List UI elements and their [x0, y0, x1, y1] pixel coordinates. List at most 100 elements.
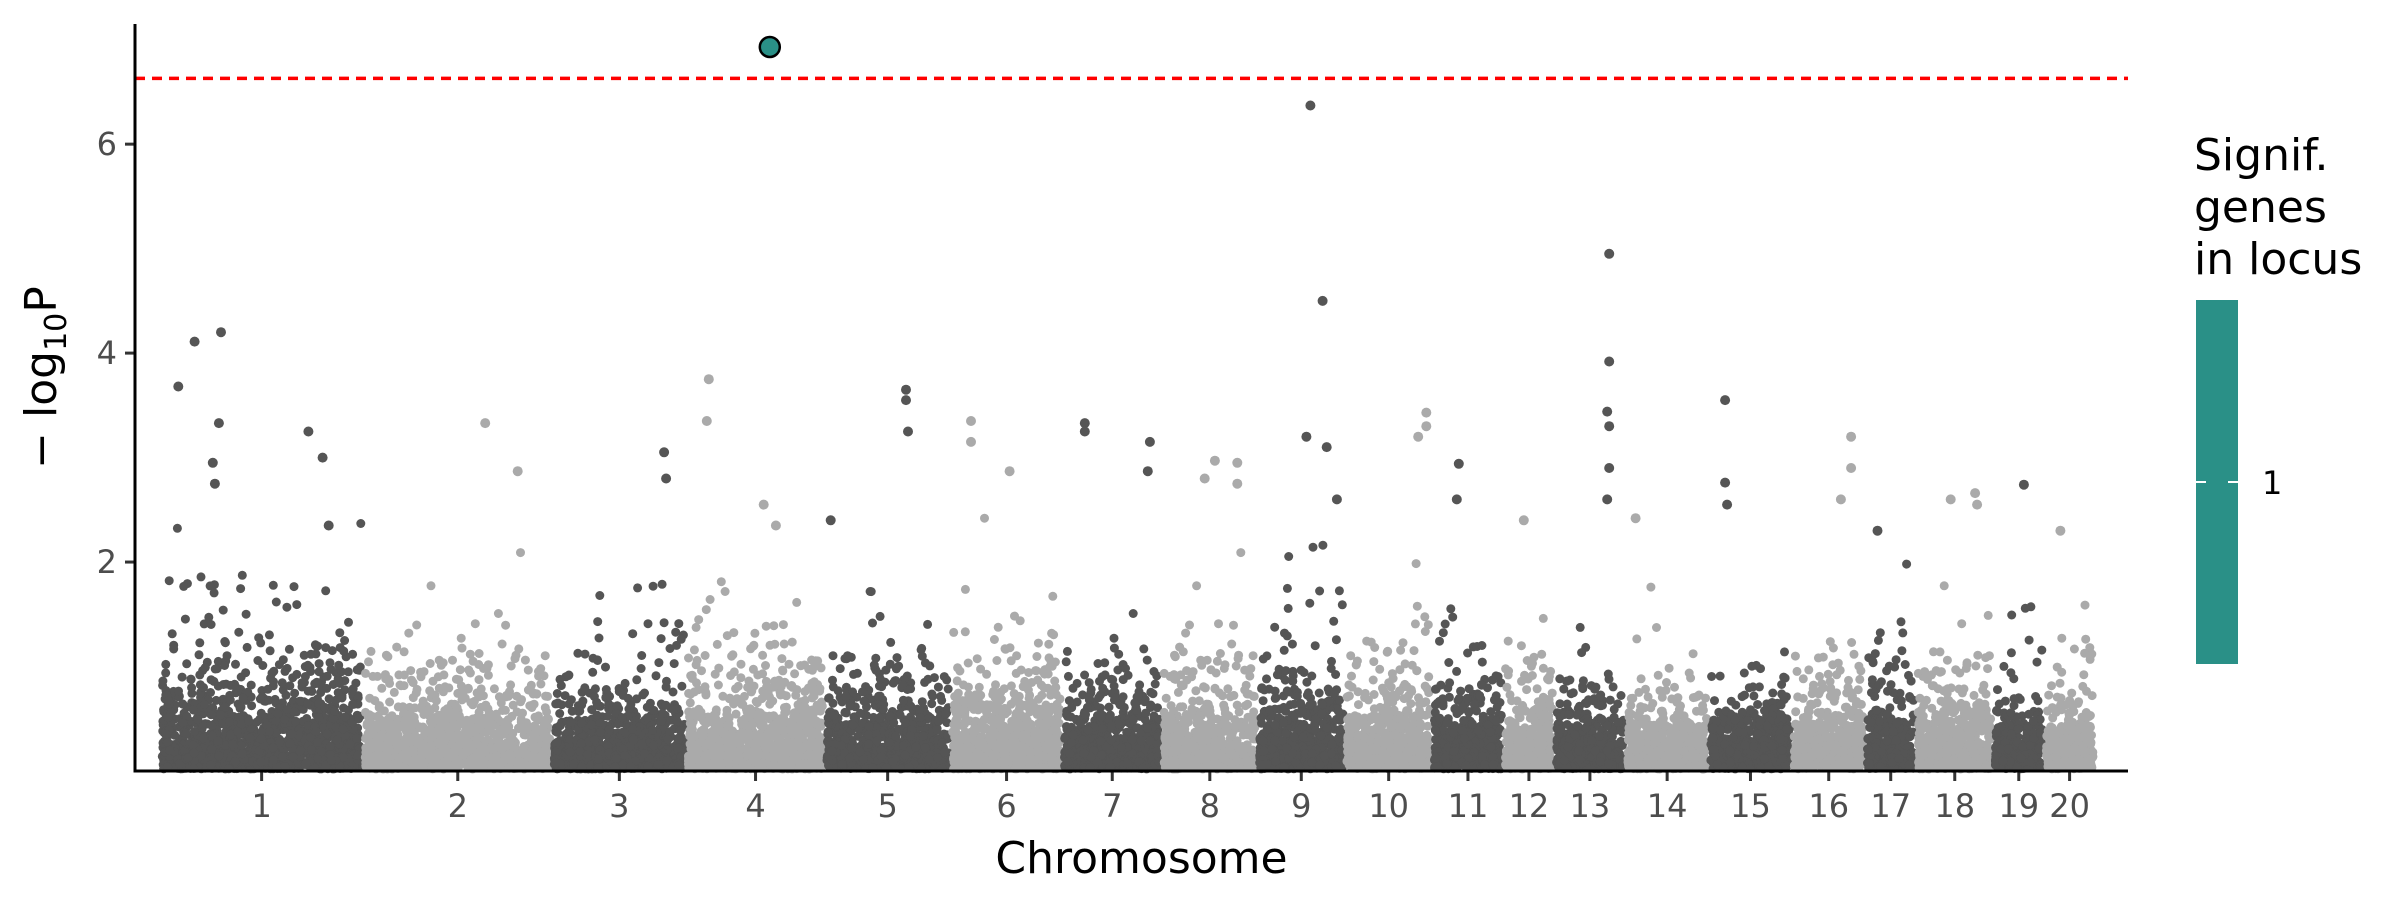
data-point — [628, 735, 638, 745]
data-point — [592, 697, 602, 707]
data-point — [790, 669, 800, 679]
data-point — [334, 660, 344, 670]
data-point — [512, 691, 522, 701]
data-point — [673, 743, 683, 753]
data-point — [307, 745, 316, 755]
data-point — [447, 752, 457, 762]
data-point — [289, 582, 299, 592]
data-point — [696, 712, 706, 722]
data-point — [765, 734, 775, 744]
data-point — [727, 750, 737, 760]
data-point — [565, 747, 575, 757]
data-point — [590, 684, 600, 694]
data-point — [792, 597, 802, 607]
data-point — [493, 609, 503, 618]
data-point — [372, 671, 382, 681]
data-point — [237, 570, 247, 580]
data-point — [278, 685, 288, 695]
data-point — [620, 678, 630, 688]
data-point — [454, 675, 464, 685]
data-point — [365, 739, 375, 748]
data-point — [516, 548, 525, 558]
data-point — [778, 666, 788, 676]
data-point — [620, 750, 630, 760]
data-point — [238, 693, 248, 703]
data-point — [593, 617, 603, 627]
data-point — [532, 689, 542, 699]
data-point — [254, 633, 264, 643]
chromosome-3-points — [549, 579, 689, 774]
data-point — [618, 760, 628, 770]
data-point — [779, 639, 789, 649]
data-point — [657, 579, 667, 589]
data-point — [758, 759, 768, 769]
data-point — [892, 653, 902, 663]
data-point — [158, 676, 168, 686]
data-point — [161, 659, 171, 669]
data-point — [577, 700, 587, 710]
data-point — [518, 760, 528, 770]
data-point — [752, 698, 762, 708]
data-point — [628, 724, 637, 734]
data-point — [452, 703, 462, 713]
data-point — [586, 720, 596, 730]
data-point — [433, 738, 443, 748]
data-point — [322, 729, 332, 739]
data-point — [637, 651, 647, 660]
data-point — [736, 659, 746, 669]
data-point — [605, 691, 615, 701]
data-point — [290, 688, 300, 698]
data-point — [394, 670, 404, 680]
data-point — [256, 757, 266, 767]
data-point — [648, 725, 657, 735]
data-point — [468, 656, 478, 666]
data-point — [274, 660, 284, 670]
data-point — [292, 600, 302, 610]
data-point — [252, 717, 262, 727]
data-point — [694, 615, 704, 625]
data-point — [460, 693, 470, 703]
data-point — [434, 655, 444, 665]
data-point — [218, 605, 228, 615]
data-point — [172, 523, 182, 533]
data-point — [468, 759, 477, 769]
data-point — [199, 700, 209, 709]
data-point — [628, 629, 638, 639]
data-point — [366, 646, 376, 656]
data-point — [247, 701, 257, 711]
data-point — [636, 664, 646, 673]
data-point — [481, 700, 491, 710]
data-point — [701, 740, 711, 750]
data-point — [594, 633, 604, 643]
data-point — [284, 644, 294, 654]
data-point — [278, 752, 287, 762]
data-point — [711, 714, 721, 723]
data-point — [567, 706, 577, 716]
data-point — [321, 643, 331, 653]
data-point — [595, 727, 605, 737]
data-point — [933, 682, 943, 692]
data-point — [218, 680, 228, 689]
data-point — [295, 746, 305, 756]
data-point — [361, 707, 370, 717]
chromosome-5-points — [822, 587, 954, 774]
data-point — [167, 629, 177, 639]
data-point — [659, 618, 669, 628]
data-point — [311, 726, 321, 736]
data-point — [580, 649, 590, 659]
data-point — [692, 655, 702, 665]
data-point — [729, 628, 739, 638]
data-point — [163, 738, 173, 747]
data-point — [463, 684, 473, 694]
data-point — [237, 749, 247, 759]
data-point — [264, 630, 274, 640]
data-point — [772, 717, 782, 727]
data-point — [169, 644, 179, 654]
data-point — [715, 737, 725, 747]
data-point — [648, 581, 658, 591]
data-point — [400, 748, 410, 758]
data-point — [653, 760, 663, 769]
data-point — [408, 693, 418, 703]
data-point — [282, 663, 292, 673]
data-point — [213, 736, 223, 746]
